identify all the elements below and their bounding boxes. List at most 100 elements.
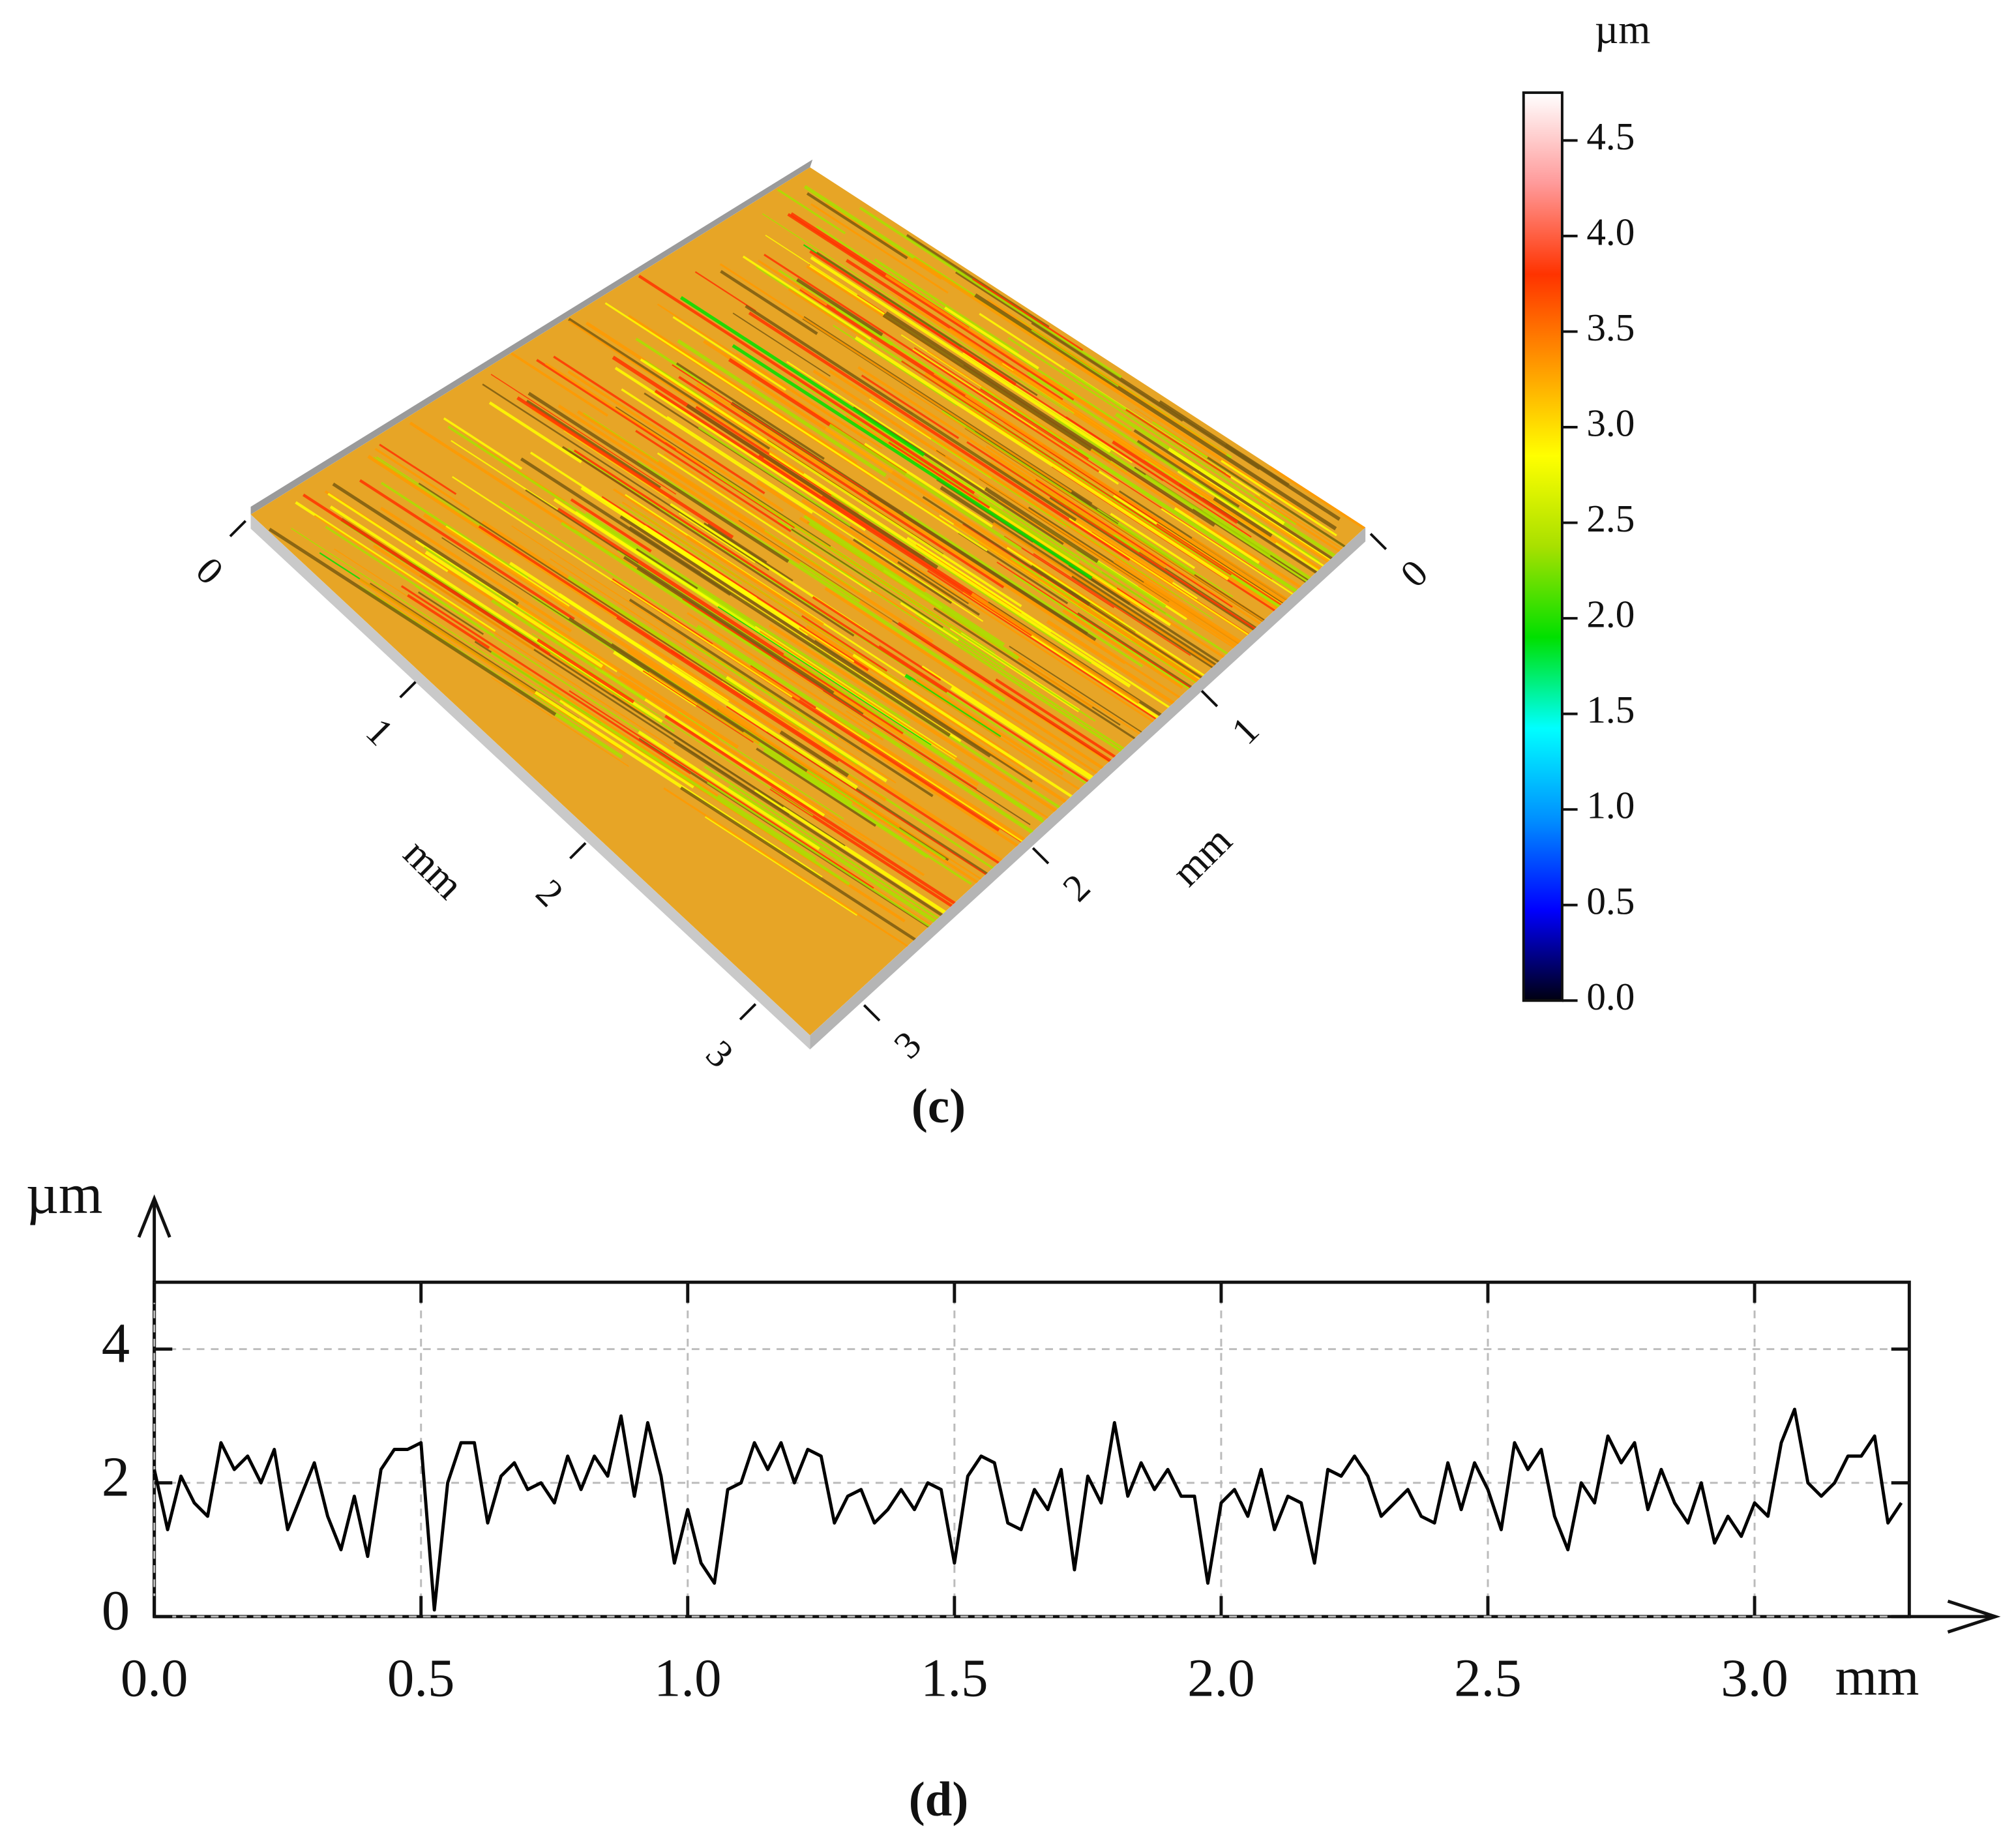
surface-streak	[810, 256, 1112, 453]
surface-streak	[864, 443, 994, 528]
surface-streak	[861, 374, 960, 440]
surface-streak	[915, 678, 1064, 776]
surface-streak	[529, 451, 855, 663]
surface-streak	[786, 361, 988, 493]
surface-streak	[379, 443, 457, 495]
surface-streak	[1221, 460, 1337, 537]
surface-streak	[367, 455, 617, 619]
surface-streak	[648, 671, 760, 745]
surface-streak	[408, 558, 675, 733]
y-tick	[863, 1004, 881, 1022]
surface-streak	[627, 648, 901, 829]
surface-streak	[678, 376, 1005, 589]
surface-streak	[531, 633, 814, 817]
surface-streak	[1207, 457, 1366, 687]
x-tick	[739, 1003, 757, 1021]
surface-streak	[663, 453, 930, 627]
surface-streak	[615, 616, 839, 762]
caption: (c)	[912, 1079, 966, 1133]
surface-streak	[677, 339, 887, 477]
y-tick-label: 2	[1054, 865, 1099, 910]
surface-streak	[400, 585, 692, 775]
surface-streak	[569, 690, 874, 889]
surface-streak	[797, 542, 927, 627]
surface-streak	[1003, 535, 1115, 608]
surface-streak	[1007, 337, 1297, 526]
plot-frame	[153, 1280, 1911, 1619]
surface-streak	[698, 427, 852, 527]
surface-streak	[788, 288, 867, 340]
x-tick-label: 3.0	[1721, 1647, 1788, 1707]
surface-streak	[1213, 497, 1273, 537]
surface-streak	[372, 544, 535, 652]
surface-streak	[482, 642, 736, 808]
surface-streak	[1144, 474, 1271, 557]
x-tick-label: 1	[358, 710, 402, 754]
surface-streak	[651, 367, 778, 451]
surface-streak	[972, 278, 1084, 352]
surface-streak	[561, 445, 855, 637]
surface-texture	[250, 167, 1366, 1036]
surface-streak	[709, 470, 1096, 722]
y-tick-label: 0	[102, 1580, 130, 1642]
surface-streak	[1060, 519, 1214, 620]
surface-streak	[490, 651, 850, 886]
surface-streak	[491, 599, 646, 701]
surface-streak	[926, 350, 1080, 450]
x-tick-label: 0.0	[121, 1647, 188, 1707]
surface-streak	[1042, 374, 1366, 595]
x-tick	[569, 842, 587, 860]
surface-streak	[638, 730, 820, 850]
surface-streak	[926, 570, 1157, 719]
surface-streak	[852, 653, 1081, 803]
surface-streak	[568, 318, 771, 451]
surface-streak	[735, 353, 883, 449]
surface-streak	[580, 486, 809, 637]
surface-streak	[912, 257, 1120, 393]
surface-streak	[615, 406, 831, 547]
surface-streak	[974, 293, 1337, 531]
surface-streak	[567, 575, 859, 766]
surface-streak	[964, 393, 1321, 626]
colorbar-tick-label: 3.0	[1586, 402, 1635, 445]
surface-streak	[777, 188, 846, 235]
surface-streak	[314, 515, 676, 751]
surface-streak	[619, 503, 743, 584]
surface-streak	[767, 431, 1125, 665]
arrow-head	[137, 1194, 171, 1238]
surface-streak	[1097, 508, 1234, 597]
surface-streak	[642, 670, 754, 743]
surface-streak	[1010, 468, 1140, 554]
surface-streak	[687, 612, 884, 741]
surface-streak	[332, 482, 520, 606]
surface-streak	[1062, 608, 1183, 689]
surface-streak	[901, 360, 1232, 576]
x-tick-label: 2.5	[1454, 1647, 1522, 1707]
surface-streak	[452, 475, 793, 698]
x-axis-label: mm	[395, 830, 473, 908]
surface-streak	[614, 367, 867, 532]
surface-streak	[903, 511, 1144, 668]
surface-streak	[891, 422, 980, 480]
surface-streak	[831, 494, 1092, 665]
surface-streak	[376, 456, 484, 527]
surface-streak	[621, 502, 1010, 754]
surface-streak	[696, 383, 1053, 616]
surface-streak	[846, 259, 1063, 402]
surface-streak	[912, 734, 1043, 821]
surface-streak	[748, 311, 1131, 562]
colorbar-label: µm	[1595, 7, 1650, 52]
surface-streak	[544, 362, 667, 443]
surface-streak	[672, 664, 730, 702]
surface-streak	[897, 297, 1277, 544]
surface-streak	[787, 213, 1075, 401]
surface-streak	[568, 320, 805, 475]
surface-streak	[756, 480, 927, 593]
y-tick	[1369, 533, 1387, 550]
colorbar-tick-label: 4.5	[1586, 115, 1635, 158]
surface-streak	[844, 415, 1139, 607]
x-tick-label: 1.5	[921, 1647, 988, 1707]
surface-streak	[488, 401, 582, 464]
surface-streak	[816, 225, 1132, 432]
surface-streak	[726, 706, 1029, 903]
